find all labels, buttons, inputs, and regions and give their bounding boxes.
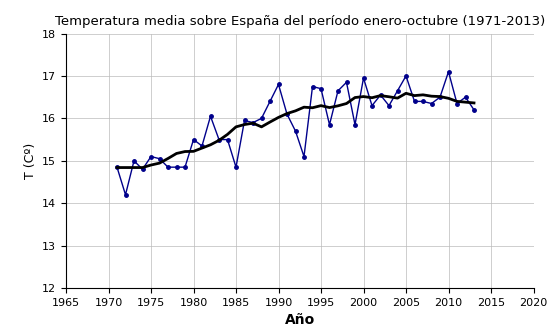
- Title: Temperatura media sobre España del período enero-octubre (1971-2013): Temperatura media sobre España del perío…: [54, 15, 545, 28]
- X-axis label: Año: Año: [285, 313, 315, 327]
- Y-axis label: T (Cº): T (Cº): [24, 143, 37, 179]
